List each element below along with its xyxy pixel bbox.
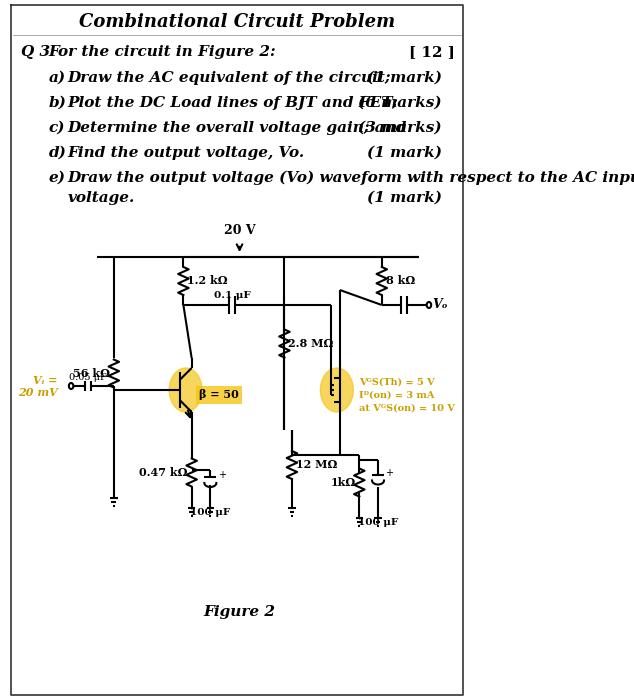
Circle shape	[320, 368, 353, 412]
Text: 12 MΩ: 12 MΩ	[295, 459, 337, 470]
Text: e): e)	[49, 171, 66, 185]
Text: 2.8 MΩ: 2.8 MΩ	[288, 338, 333, 349]
Text: 1kΩ: 1kΩ	[330, 477, 356, 488]
Text: (1 mark): (1 mark)	[366, 71, 442, 85]
Text: 1.2 kΩ: 1.2 kΩ	[187, 276, 228, 286]
Text: Q 3: Q 3	[21, 45, 50, 59]
Text: 20 mV: 20 mV	[18, 388, 58, 398]
Text: Draw the AC equivalent of the circuit;: Draw the AC equivalent of the circuit;	[67, 71, 391, 85]
Text: Plot the DC Load lines of BJT and FET;: Plot the DC Load lines of BJT and FET;	[67, 96, 398, 110]
Text: 8 kΩ: 8 kΩ	[385, 276, 415, 286]
Text: Find the output voltage, Vo.: Find the output voltage, Vo.	[67, 146, 304, 160]
Text: (1 mark): (1 mark)	[366, 191, 442, 205]
Text: Combinational Circuit Problem: Combinational Circuit Problem	[79, 13, 396, 31]
Text: 100 μF: 100 μF	[358, 518, 398, 527]
Text: 100 μF: 100 μF	[190, 508, 231, 517]
Text: d): d)	[49, 146, 67, 160]
Text: voltage.: voltage.	[67, 191, 134, 205]
Text: 0.47 kΩ: 0.47 kΩ	[139, 467, 188, 478]
Text: 56 kΩ: 56 kΩ	[73, 368, 110, 379]
Text: (6 marks): (6 marks)	[358, 96, 442, 110]
Circle shape	[169, 368, 202, 412]
Text: a): a)	[49, 71, 66, 85]
Text: For the circuit in Figure 2:: For the circuit in Figure 2:	[49, 45, 276, 59]
Text: c): c)	[49, 121, 65, 135]
Text: Draw the output voltage (Vo) waveform with respect to the AC input: Draw the output voltage (Vo) waveform wi…	[67, 171, 634, 186]
Text: Figure 2: Figure 2	[204, 605, 276, 619]
Text: Determine the overall voltage gain; and: Determine the overall voltage gain; and	[67, 121, 407, 135]
Text: β = 50: β = 50	[199, 389, 239, 400]
Text: (1 mark): (1 mark)	[366, 146, 442, 160]
Text: 20 V: 20 V	[224, 224, 256, 237]
Text: Vᵢ =: Vᵢ =	[33, 374, 58, 386]
Text: +: +	[385, 468, 394, 477]
Text: +: +	[218, 470, 226, 480]
Text: Vₒ: Vₒ	[432, 298, 448, 312]
Text: VᴳS(Th) = 5 V
Iᴰ(on) = 3 mA
at VᴳS(on) = 10 V: VᴳS(Th) = 5 V Iᴰ(on) = 3 mA at VᴳS(on) =…	[359, 377, 455, 413]
Text: 0.1 μF: 0.1 μF	[214, 291, 250, 300]
Text: 0.05 μF: 0.05 μF	[70, 373, 107, 382]
Text: [ 12 ]: [ 12 ]	[410, 45, 455, 59]
Text: b): b)	[49, 96, 67, 110]
Text: (3 marks): (3 marks)	[358, 121, 442, 135]
